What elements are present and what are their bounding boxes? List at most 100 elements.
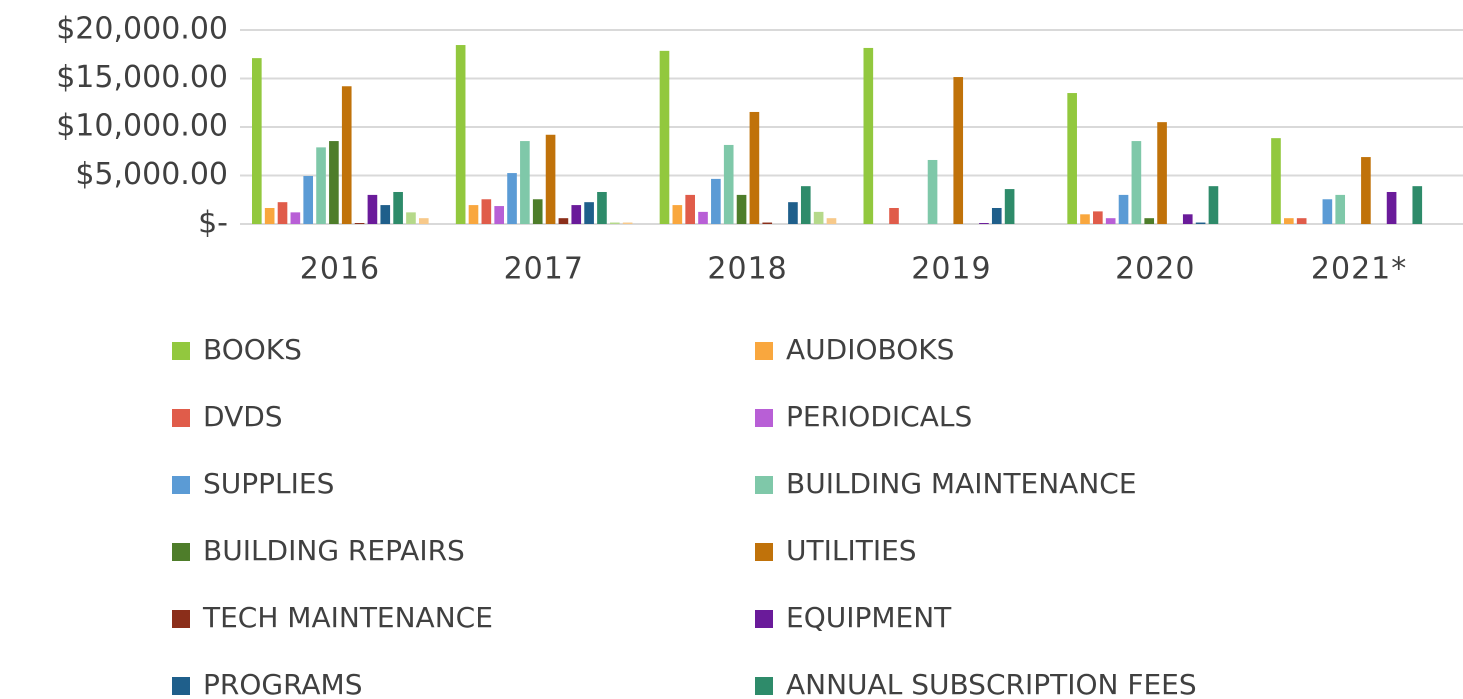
legend-swatch	[172, 610, 190, 628]
bar	[406, 212, 416, 224]
bar	[1386, 191, 1397, 224]
bar	[252, 58, 262, 224]
bar	[532, 199, 543, 224]
legend-label: SUPPLIES	[203, 467, 334, 500]
legend-swatch	[172, 476, 190, 494]
bar	[1131, 141, 1142, 224]
bar	[762, 222, 773, 224]
bar	[736, 194, 747, 224]
legend-label: BUILDING MAINTENANCE	[786, 467, 1137, 500]
bar	[1067, 93, 1077, 224]
bar	[1157, 122, 1167, 224]
bar	[1080, 214, 1090, 224]
legend-label: ANNUAL SUBSCRIPTION FEES	[786, 668, 1197, 699]
bar	[1004, 189, 1015, 224]
bar	[341, 86, 352, 224]
bar	[316, 147, 326, 224]
x-tick-label: 2019	[911, 252, 991, 287]
bar	[1412, 186, 1423, 224]
legend-label: EQUIPMENT	[786, 601, 952, 634]
legend-swatch	[172, 409, 190, 427]
bar	[393, 191, 403, 224]
bar	[672, 205, 683, 224]
legend-label: BUILDING REPAIRS	[203, 534, 465, 567]
legend-swatch	[755, 409, 773, 427]
bar	[455, 45, 466, 224]
legend-label: DVDS	[203, 400, 283, 433]
y-tick-label: $10,000.00	[56, 109, 228, 144]
bar	[303, 175, 314, 224]
legend-swatch	[755, 677, 773, 695]
bar	[889, 207, 899, 224]
bar	[1195, 222, 1206, 224]
bar	[1284, 218, 1294, 224]
bar	[863, 47, 874, 224]
bar	[290, 212, 301, 224]
legend-swatch	[172, 543, 190, 561]
bar	[609, 222, 620, 224]
legend-label: PROGRAMS	[203, 668, 362, 699]
bar	[571, 205, 582, 224]
bar	[1144, 218, 1155, 224]
bar	[927, 159, 938, 224]
legend-swatch	[755, 476, 773, 494]
legend-label: BOOKS	[203, 333, 302, 366]
y-tick-label: $20,000.00	[56, 12, 228, 47]
x-tick-label: 2016	[300, 252, 380, 287]
bar	[800, 186, 811, 224]
y-tick-label: $15,000.00	[56, 60, 228, 95]
bar	[1335, 194, 1346, 224]
bar	[749, 111, 760, 224]
bar	[1093, 211, 1103, 224]
bar	[584, 202, 594, 224]
bar	[367, 194, 378, 224]
legend-swatch	[755, 610, 773, 628]
bar	[1322, 199, 1333, 224]
legend-label: TECH MAINTENANCE	[202, 601, 493, 634]
bar	[507, 173, 517, 224]
legend-label: PERIODICALS	[786, 400, 972, 433]
x-tick-label: 2017	[504, 252, 584, 287]
bar	[264, 207, 275, 224]
bar	[723, 144, 734, 224]
bar	[354, 223, 365, 224]
bar	[1105, 218, 1116, 224]
bar	[1296, 218, 1307, 224]
legend-swatch	[172, 342, 190, 360]
legend-label: AUDIOBOKS	[786, 333, 954, 366]
legend-swatch	[755, 342, 773, 360]
bar	[698, 211, 708, 224]
bar	[1361, 157, 1371, 224]
bar	[622, 222, 633, 224]
bar	[826, 218, 837, 224]
bar	[277, 202, 288, 224]
bar	[991, 207, 1002, 224]
bar	[659, 50, 670, 225]
legend-swatch	[172, 677, 190, 695]
y-tick-label: $5,000.00	[75, 157, 228, 192]
bar	[1182, 214, 1193, 224]
bar	[1208, 186, 1219, 224]
bar	[494, 206, 505, 224]
bar	[953, 77, 964, 224]
bar	[813, 211, 824, 224]
bar	[788, 202, 798, 224]
bar	[520, 141, 530, 224]
bar	[979, 223, 989, 224]
bar	[558, 218, 569, 224]
bar	[329, 141, 339, 224]
bar	[685, 194, 695, 224]
bar	[1118, 194, 1129, 224]
legend-swatch	[755, 543, 773, 561]
x-tick-label: 2018	[707, 252, 787, 287]
legend-label: UTILITIES	[786, 534, 917, 567]
bar	[380, 205, 391, 224]
x-tick-label: 2021*	[1311, 252, 1407, 287]
y-tick-label: $-	[198, 206, 228, 241]
bar	[481, 199, 492, 224]
bar	[597, 191, 607, 224]
bar	[545, 134, 556, 224]
bar	[468, 205, 479, 224]
x-tick-label: 2020	[1115, 252, 1195, 287]
